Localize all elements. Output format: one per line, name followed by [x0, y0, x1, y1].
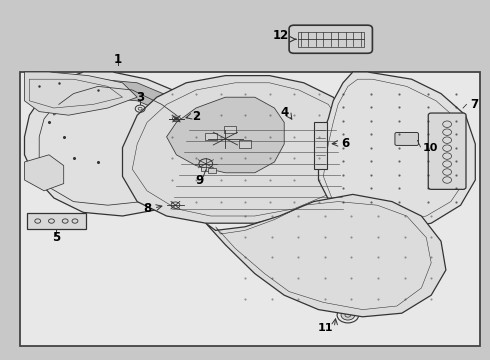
Text: 6: 6 [341, 137, 349, 150]
Bar [27, 213, 86, 229]
Text: 8: 8 [144, 202, 152, 215]
FancyBboxPatch shape [395, 132, 418, 145]
Text: 1: 1 [114, 53, 122, 66]
Polygon shape [24, 72, 225, 216]
Text: 11: 11 [318, 323, 333, 333]
Bar [20, 72, 480, 346]
Polygon shape [24, 72, 137, 115]
Bar [298, 32, 364, 47]
Text: 4: 4 [280, 106, 288, 119]
Bar [239, 140, 251, 148]
Bar [224, 126, 236, 133]
Polygon shape [318, 72, 475, 230]
Text: 7: 7 [470, 98, 479, 111]
Bar [314, 122, 327, 169]
Text: 12: 12 [273, 29, 289, 42]
Text: 5: 5 [52, 231, 60, 244]
Bar [208, 168, 216, 173]
Bar [201, 167, 209, 171]
Circle shape [174, 117, 178, 120]
Polygon shape [206, 194, 446, 317]
Text: 9: 9 [196, 174, 204, 187]
Polygon shape [24, 155, 64, 191]
Circle shape [341, 310, 355, 320]
Text: 10: 10 [422, 143, 438, 153]
Polygon shape [49, 79, 186, 115]
Text: 2: 2 [192, 110, 200, 123]
Text: 3: 3 [136, 91, 144, 104]
Polygon shape [167, 97, 284, 173]
FancyBboxPatch shape [428, 113, 466, 189]
Bar [205, 133, 217, 140]
FancyBboxPatch shape [289, 25, 372, 53]
Polygon shape [122, 76, 363, 223]
